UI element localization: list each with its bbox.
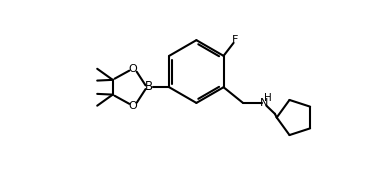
Text: H: H (264, 93, 272, 103)
Text: F: F (232, 35, 239, 45)
Text: N: N (260, 98, 268, 109)
Text: O: O (129, 101, 137, 111)
Text: B: B (144, 80, 153, 93)
Text: O: O (129, 64, 137, 74)
